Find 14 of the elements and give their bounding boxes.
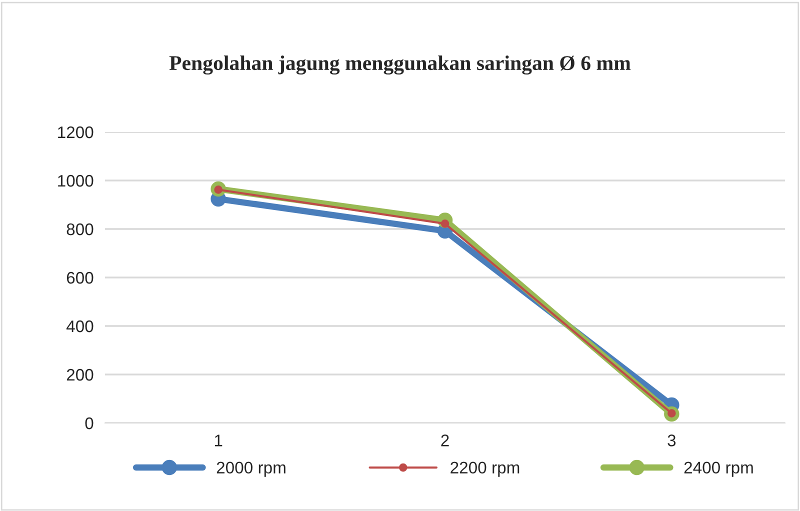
x-tick-label: 3: [668, 434, 676, 446]
y-tick-label: 1000: [58, 174, 94, 187]
legend-label: 2000 rpm: [216, 462, 286, 477]
legend-label: 2200 rpm: [450, 462, 520, 477]
x-tick-label: 2: [441, 434, 449, 446]
y-tick-label: 600: [66, 272, 94, 284]
y-tick-label: 400: [66, 320, 94, 332]
x-tick-label: 1: [214, 434, 222, 446]
y-tick-label: 800: [66, 223, 94, 236]
y-tick-label: 1200: [58, 126, 94, 138]
legend-label: 2400 rpm: [684, 462, 753, 477]
chart-title: Pengolahan jagung menggunakan saringan Ø 6 mm: [169, 55, 631, 75]
y-tick-label: 0: [85, 417, 94, 430]
y-tick-label: 200: [66, 368, 94, 381]
